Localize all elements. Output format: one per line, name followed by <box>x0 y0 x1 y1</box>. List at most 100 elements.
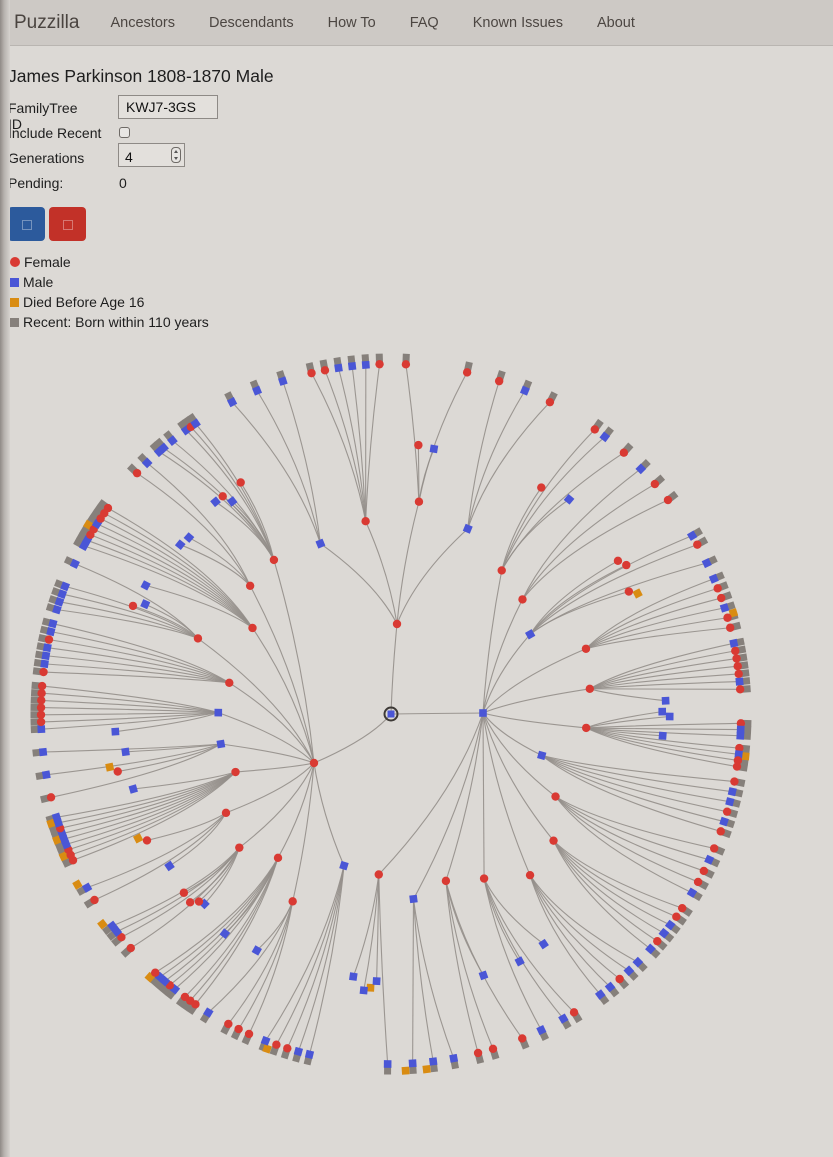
male-node[interactable] <box>293 1046 304 1057</box>
blue-action-button[interactable] <box>8 207 45 241</box>
female-node[interactable] <box>307 368 316 378</box>
female-node[interactable] <box>269 555 279 565</box>
female-node[interactable] <box>663 495 673 505</box>
female-node[interactable] <box>518 1034 527 1043</box>
female-node[interactable] <box>117 932 126 942</box>
female-node[interactable] <box>414 497 424 506</box>
female-node[interactable] <box>733 756 743 765</box>
female-node[interactable] <box>236 478 245 487</box>
female-node[interactable] <box>235 843 244 852</box>
male-node[interactable] <box>349 972 358 981</box>
female-node[interactable] <box>473 1048 483 1058</box>
male-node[interactable] <box>658 707 667 716</box>
female-node[interactable] <box>272 1040 281 1049</box>
male-node[interactable] <box>140 599 151 610</box>
female-node[interactable] <box>288 897 297 906</box>
female-node[interactable] <box>218 492 227 501</box>
male-node[interactable] <box>429 444 439 454</box>
include-recent-checkbox[interactable] <box>119 127 130 138</box>
male-node[interactable] <box>57 589 68 599</box>
male-node[interactable] <box>141 457 153 469</box>
male-node[interactable] <box>69 558 80 569</box>
nav-how-to[interactable]: How To <box>327 14 376 31</box>
female-node[interactable] <box>283 1044 292 1053</box>
male-node[interactable] <box>729 638 739 648</box>
female-node[interactable] <box>37 681 47 691</box>
female-node[interactable] <box>309 758 319 768</box>
female-node[interactable] <box>244 1029 254 1039</box>
male-node[interactable] <box>719 603 730 613</box>
male-node[interactable] <box>735 677 744 686</box>
male-node[interactable] <box>428 1057 438 1066</box>
male-node[interactable] <box>167 435 178 446</box>
female-node[interactable] <box>194 897 204 906</box>
female-node[interactable] <box>36 710 46 719</box>
female-node[interactable] <box>713 584 722 593</box>
female-node[interactable] <box>46 793 56 802</box>
tree-nodes[interactable] <box>36 359 750 1075</box>
female-node[interactable] <box>488 1044 498 1054</box>
female-node[interactable] <box>414 440 423 450</box>
male-node[interactable] <box>409 894 418 904</box>
male-node[interactable] <box>158 442 169 454</box>
female-node[interactable] <box>221 808 231 818</box>
male-node[interactable] <box>219 928 231 939</box>
male-node[interactable] <box>665 712 674 721</box>
male-node[interactable] <box>701 557 712 569</box>
female-node[interactable] <box>693 877 703 887</box>
female-node[interactable] <box>545 397 555 407</box>
female-node[interactable] <box>185 898 195 907</box>
female-node[interactable] <box>151 968 160 977</box>
female-node[interactable] <box>731 646 740 656</box>
female-node[interactable] <box>248 623 257 633</box>
female-node[interactable] <box>677 903 687 913</box>
female-node[interactable] <box>650 479 660 489</box>
female-node[interactable] <box>615 974 624 984</box>
female-node[interactable] <box>733 662 742 671</box>
female-node[interactable] <box>36 703 46 712</box>
female-node[interactable] <box>479 874 489 883</box>
female-node[interactable] <box>613 556 623 566</box>
female-node[interactable] <box>361 517 370 526</box>
male-node[interactable] <box>41 770 51 780</box>
male-node[interactable] <box>361 360 370 369</box>
male-node[interactable] <box>203 1007 214 1018</box>
female-node[interactable] <box>624 587 634 596</box>
nav-known-issues[interactable]: Known Issues <box>472 14 563 31</box>
generations-stepper[interactable]: 4 <box>118 143 185 167</box>
female-node[interactable] <box>225 678 234 687</box>
male-node[interactable] <box>563 493 575 505</box>
female-node[interactable] <box>734 669 743 679</box>
female-node[interactable] <box>180 992 190 1002</box>
female-node[interactable] <box>518 595 527 604</box>
female-node[interactable] <box>722 807 732 816</box>
female-node[interactable] <box>622 560 631 570</box>
male-node[interactable] <box>383 1060 392 1068</box>
female-node[interactable] <box>730 777 739 786</box>
female-node[interactable] <box>126 943 135 953</box>
male-node[interactable] <box>107 920 118 932</box>
female-node[interactable] <box>193 634 203 643</box>
nav-about[interactable]: About <box>597 14 635 31</box>
female-node[interactable] <box>36 717 46 727</box>
male-node[interactable] <box>60 581 71 592</box>
female-node[interactable] <box>653 936 662 946</box>
male-node[interactable] <box>251 945 262 956</box>
male-node[interactable] <box>736 725 745 734</box>
female-node[interactable] <box>726 623 735 632</box>
female-node[interactable] <box>709 844 719 853</box>
male-node[interactable] <box>38 747 48 757</box>
female-node[interactable] <box>103 503 113 513</box>
male-node[interactable] <box>661 696 670 705</box>
female-node[interactable] <box>234 1024 243 1034</box>
male-node[interactable] <box>462 523 473 534</box>
female-node[interactable] <box>37 696 46 705</box>
female-node[interactable] <box>735 685 745 694</box>
female-node[interactable] <box>581 723 591 733</box>
male-node[interactable] <box>734 750 743 759</box>
red-action-button[interactable] <box>49 207 86 241</box>
male-node[interactable] <box>594 989 606 1000</box>
male-node[interactable] <box>645 943 656 955</box>
male-node[interactable] <box>46 627 56 637</box>
female-node[interactable] <box>549 836 558 845</box>
